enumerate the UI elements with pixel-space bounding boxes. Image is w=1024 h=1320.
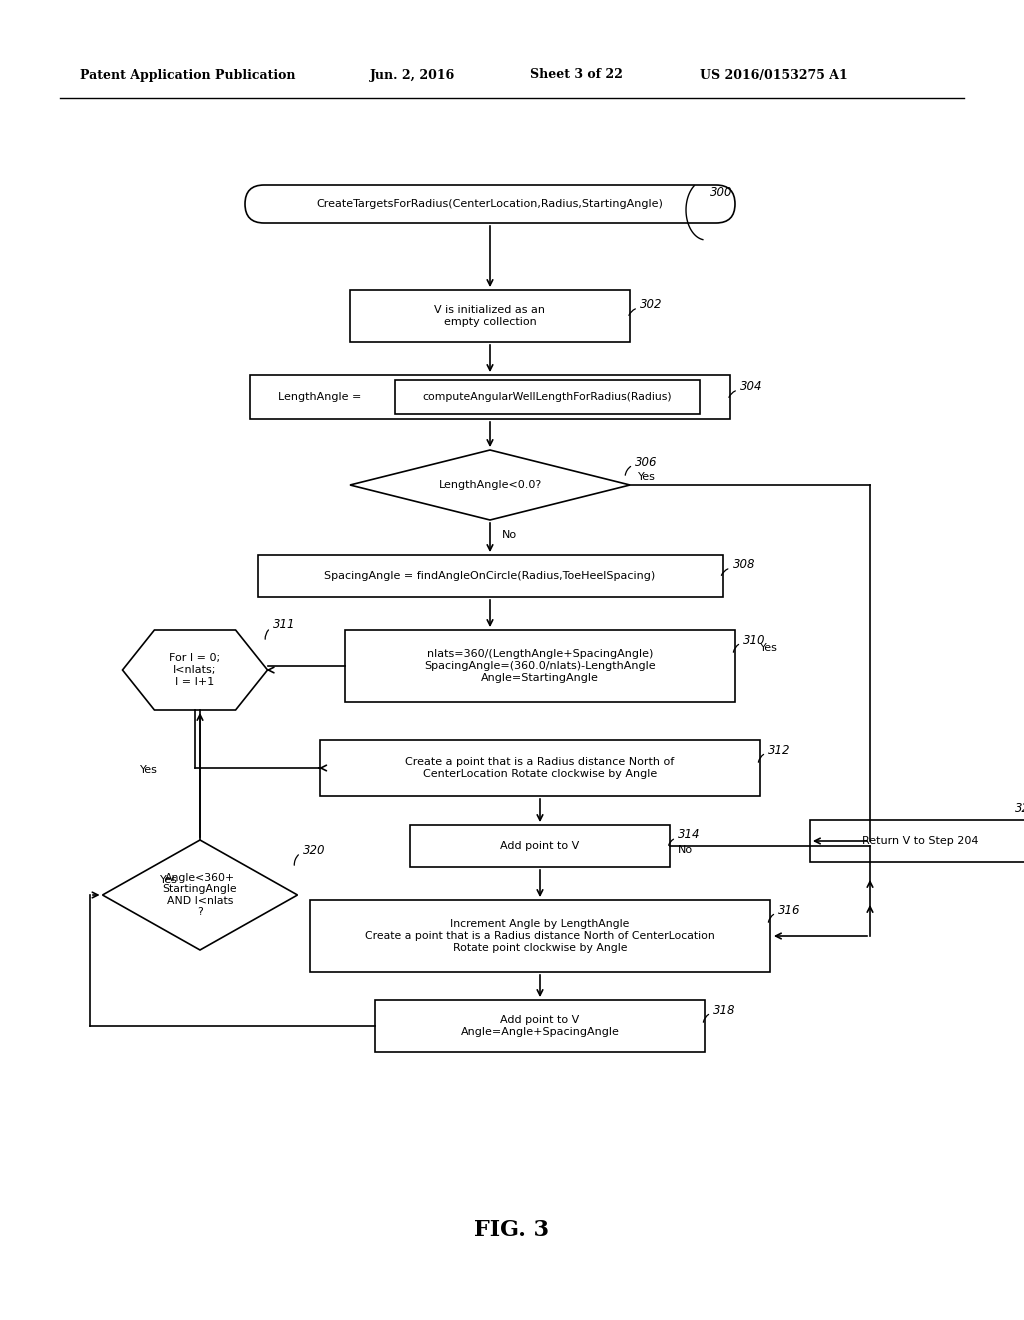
FancyBboxPatch shape: [245, 185, 735, 223]
FancyBboxPatch shape: [350, 290, 630, 342]
Text: LengthAngle<0.0?: LengthAngle<0.0?: [438, 480, 542, 490]
FancyBboxPatch shape: [257, 554, 723, 597]
Text: US 2016/0153275 A1: US 2016/0153275 A1: [700, 69, 848, 82]
FancyBboxPatch shape: [310, 900, 770, 972]
FancyBboxPatch shape: [345, 630, 735, 702]
Text: V is initialized as an
empty collection: V is initialized as an empty collection: [434, 305, 546, 327]
Polygon shape: [102, 840, 298, 950]
Text: Yes: Yes: [638, 473, 656, 482]
Text: 302: 302: [640, 298, 663, 312]
Text: 306: 306: [635, 455, 657, 469]
Text: CreateTargetsForRadius(CenterLocation,Radius,StartingAngle): CreateTargetsForRadius(CenterLocation,Ra…: [316, 199, 664, 209]
Text: LengthAngle =: LengthAngle =: [279, 392, 361, 403]
Text: 318: 318: [713, 1003, 735, 1016]
Text: No: No: [502, 531, 517, 540]
Text: Add point to V
Angle=Angle+SpacingAngle: Add point to V Angle=Angle+SpacingAngle: [461, 1015, 620, 1036]
Text: Yes: Yes: [760, 643, 778, 653]
Text: 311: 311: [272, 619, 295, 631]
Text: Add point to V: Add point to V: [501, 841, 580, 851]
Text: Jun. 2, 2016: Jun. 2, 2016: [370, 69, 456, 82]
Text: Yes: Yes: [160, 875, 178, 884]
Text: FIG. 3: FIG. 3: [474, 1218, 550, 1241]
Text: Patent Application Publication: Patent Application Publication: [80, 69, 296, 82]
FancyBboxPatch shape: [395, 380, 700, 414]
Text: 320: 320: [302, 843, 325, 857]
Text: Increment Angle by LengthAngle
Create a point that is a Radius distance North of: Increment Angle by LengthAngle Create a …: [366, 920, 715, 953]
Text: Sheet 3 of 22: Sheet 3 of 22: [530, 69, 623, 82]
FancyBboxPatch shape: [375, 1001, 705, 1052]
Text: No: No: [678, 845, 693, 855]
Text: For I = 0;
I<nlats;
I = I+1: For I = 0; I<nlats; I = I+1: [169, 653, 220, 686]
Polygon shape: [350, 450, 630, 520]
Text: 312: 312: [768, 743, 791, 756]
FancyBboxPatch shape: [250, 375, 730, 418]
Text: 308: 308: [732, 558, 755, 572]
Text: Return V to Step 204: Return V to Step 204: [862, 836, 978, 846]
FancyBboxPatch shape: [410, 825, 670, 867]
Text: 322: 322: [1015, 801, 1024, 814]
Text: nlats=360/(LengthAngle+SpacingAngle)
SpacingAngle=(360.0/nlats)-LengthAngle
Angl: nlats=360/(LengthAngle+SpacingAngle) Spa…: [424, 649, 655, 682]
FancyBboxPatch shape: [319, 741, 760, 796]
Text: Angle<360+
StartingAngle
AND I<nlats
?: Angle<360+ StartingAngle AND I<nlats ?: [163, 873, 238, 917]
Text: 304: 304: [740, 380, 763, 393]
Polygon shape: [123, 630, 267, 710]
Text: 314: 314: [678, 829, 700, 842]
Text: Yes: Yes: [140, 766, 158, 775]
Text: SpacingAngle = findAngleOnCircle(Radius,ToeHeelSpacing): SpacingAngle = findAngleOnCircle(Radius,…: [325, 572, 655, 581]
Text: computeAngularWellLengthForRadius(Radius): computeAngularWellLengthForRadius(Radius…: [423, 392, 673, 403]
Text: 310: 310: [743, 634, 766, 647]
Text: Create a point that is a Radius distance North of
CenterLocation Rotate clockwis: Create a point that is a Radius distance…: [406, 758, 675, 779]
Text: 300: 300: [710, 186, 732, 198]
Text: 316: 316: [778, 903, 801, 916]
FancyBboxPatch shape: [810, 820, 1024, 862]
